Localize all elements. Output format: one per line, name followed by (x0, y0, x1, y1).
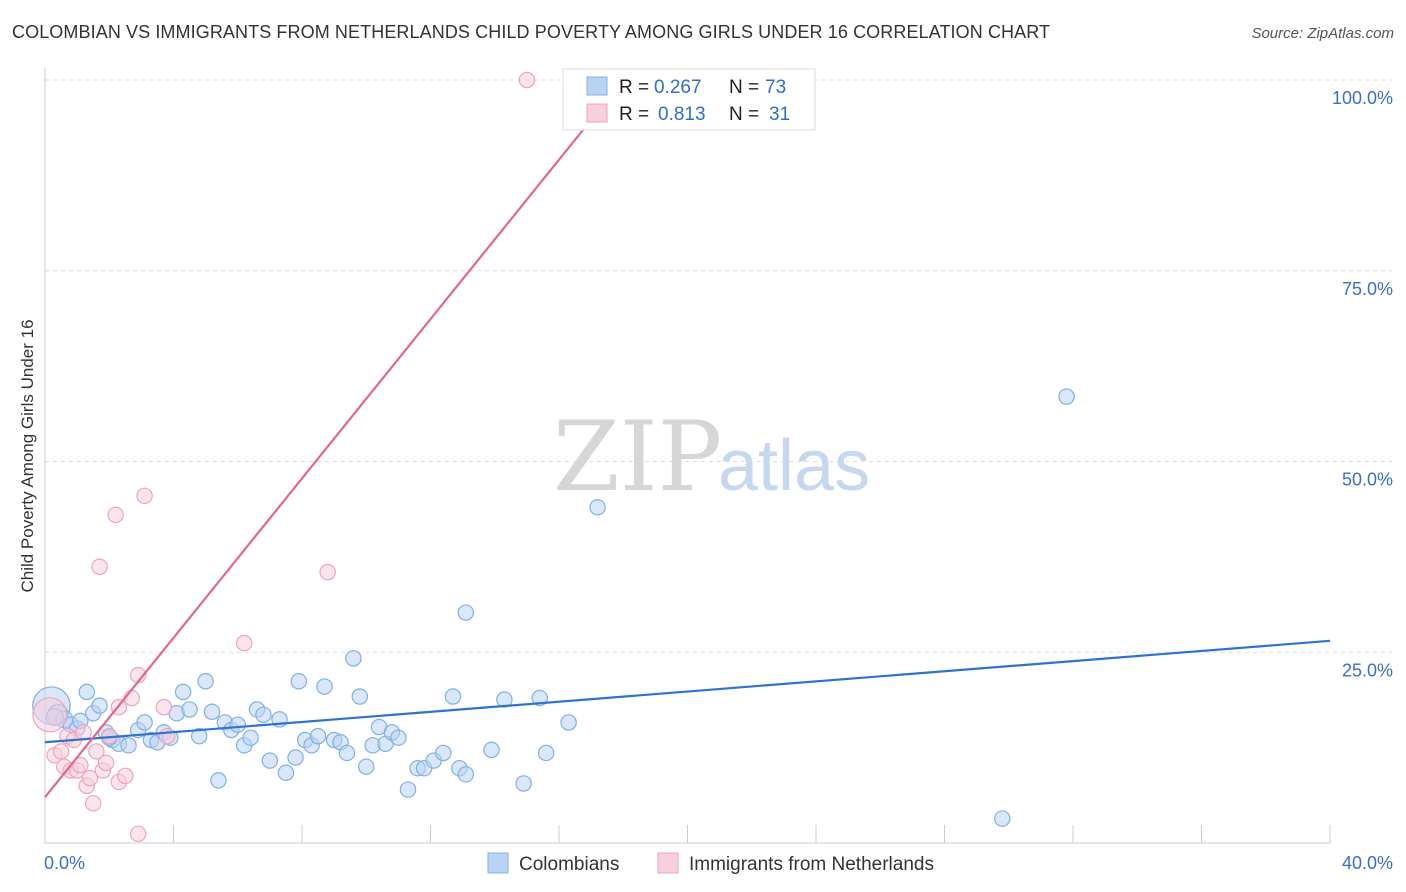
colombians-point-51 (390, 729, 407, 746)
colombians-point-56 (435, 744, 452, 762)
colombians-point-65 (537, 744, 555, 762)
colombians-trend-line (44, 639, 1331, 744)
stats-legend-n-value-2: 31 (769, 104, 790, 125)
series-legend-swatch-colombians (487, 852, 509, 874)
stats-legend-swatch-netherlands (586, 103, 608, 123)
netherlands-trend-line (44, 79, 625, 798)
netherlands-point-13 (88, 743, 105, 760)
stats-legend-r-label-1: R = (619, 77, 649, 98)
netherlands-point-0 (32, 697, 68, 733)
colombians-point-46 (358, 758, 375, 775)
colombians-point-13 (136, 714, 153, 731)
colombians-point-61 (483, 741, 500, 759)
netherlands-point-28 (235, 634, 253, 652)
netherlands-point-2 (52, 743, 70, 760)
stats-legend-r-value-1: 0.267 (654, 77, 702, 98)
netherlands-point-14 (91, 558, 108, 576)
colombians-point-5 (78, 683, 96, 701)
colombians-point-39 (309, 727, 327, 745)
colombians-point-60 (457, 604, 475, 621)
netherlands-point-25 (136, 487, 153, 505)
colombians-point-32 (261, 752, 279, 769)
netherlands-point-12 (84, 795, 102, 812)
colombians-point-69 (994, 810, 1011, 827)
chart-source: Source: ZipAtlas.com (1251, 25, 1394, 42)
colombians-point-19 (174, 683, 192, 701)
netherlands-point-27 (158, 727, 176, 745)
netherlands-point-16 (97, 754, 115, 772)
stats-legend: R = 0.267 N = 73 R = 0.813 N = 31 (562, 68, 816, 131)
trend-lines (44, 79, 1331, 798)
stats-legend-n-value-1: 73 (765, 77, 786, 98)
colombians-point-21 (190, 727, 208, 745)
colombians-point-62 (496, 691, 513, 708)
x-tick-label-max: 40.0% (1342, 853, 1393, 873)
colombians-point-52 (399, 781, 417, 798)
watermark-atlas: atlas (718, 426, 870, 506)
colombians-point-68 (1058, 388, 1075, 405)
colombians-point-35 (287, 749, 304, 766)
colombians-point-63 (515, 775, 532, 792)
colombians-point-24 (210, 772, 227, 789)
chart-title: COLOMBIAN VS IMMIGRANTS FROM NETHERLANDS… (12, 22, 1051, 42)
series-legend-swatch-netherlands (657, 852, 679, 874)
netherlands-point-24 (129, 825, 147, 843)
series-legend: Colombians Immigrants from Netherlands (487, 852, 934, 875)
colombians-point-34 (277, 764, 295, 782)
colombians-point-23 (203, 703, 221, 721)
watermark-zip: ZIP (553, 401, 722, 513)
series-legend-label-netherlands: Immigrants from Netherlands (689, 854, 934, 875)
colombians-point-22 (197, 672, 214, 690)
netherlands-point-8 (72, 756, 89, 774)
y-tick-label-100: 100.0% (1332, 88, 1393, 108)
watermark: ZIP atlas (553, 401, 870, 513)
colombians-point-31 (255, 706, 272, 724)
netherlands-point-21 (117, 767, 134, 785)
x-tick-label-min: 0.0% (44, 853, 85, 873)
series-legend-label-colombians: Colombians (519, 854, 619, 875)
stats-legend-r-label-2: R = (619, 104, 649, 125)
y-tick-label-50: 50.0% (1342, 470, 1393, 490)
colombians-point-44 (345, 650, 362, 667)
colombians-point-67 (589, 499, 606, 516)
colombians-point-40 (316, 678, 333, 695)
colombians-point-45 (351, 688, 369, 705)
colombians-point-27 (229, 716, 247, 733)
netherlands-point-18 (107, 506, 124, 524)
colombians-point-59 (457, 766, 475, 783)
y-axis-title: Child Poverty Among Girls Under 16 (18, 319, 37, 592)
y-tick-labels: 25.0% 50.0% 75.0% 100.0% (1332, 88, 1393, 680)
stats-legend-n-label-2: N = (729, 104, 759, 125)
y-tick-label-75: 75.0% (1342, 279, 1393, 299)
netherlands-point-30 (518, 71, 536, 89)
colombians-point-36 (290, 672, 308, 690)
stats-legend-n-label-1: N = (729, 77, 759, 98)
stats-legend-r-value-2: 0.813 (658, 104, 706, 125)
colombians-point-7 (91, 697, 108, 714)
colombians-point-29 (242, 729, 259, 746)
colombians-point-20 (181, 701, 198, 718)
colombians-point-43 (338, 744, 356, 762)
colombians-point-11 (120, 737, 137, 754)
stats-legend-swatch-colombians (586, 76, 608, 96)
y-tick-label-25: 25.0% (1342, 660, 1393, 680)
colombians-point-66 (560, 714, 577, 731)
colombians-point-57 (444, 688, 462, 705)
gridlines (45, 79, 1392, 653)
data-points (32, 71, 1075, 843)
netherlands-point-11 (81, 769, 99, 787)
netherlands-point-29 (319, 563, 336, 581)
netherlands-point-26 (155, 698, 173, 716)
